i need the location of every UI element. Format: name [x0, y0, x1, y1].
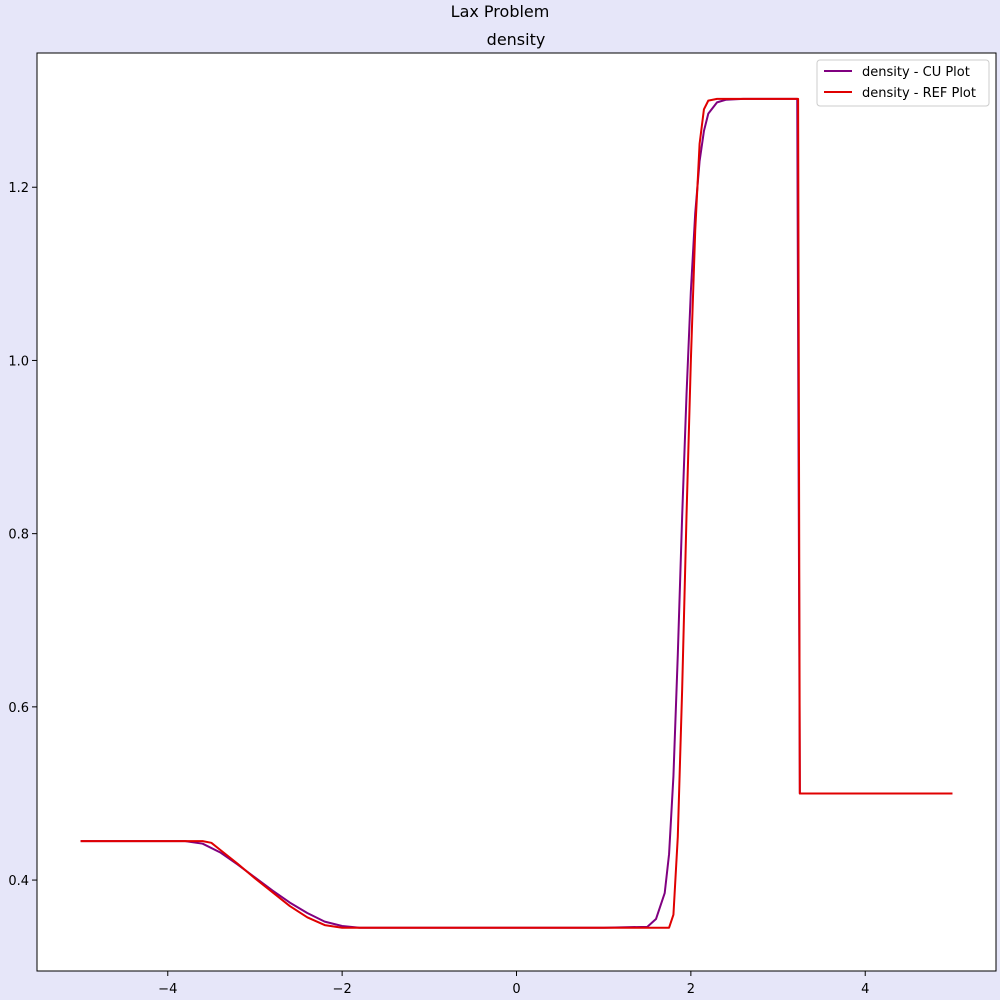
plot-area: [37, 53, 996, 971]
y-tick-label-2: 0.8: [8, 528, 29, 543]
chart-title: density: [487, 30, 546, 49]
x-tick-label-1: −2: [333, 982, 352, 997]
legend-label-ref: density - REF Plot: [862, 86, 976, 101]
x-tick-label-4: 4: [861, 982, 869, 997]
x-tick-label-3: 2: [687, 982, 695, 997]
y-tick-label-4: 1.2: [8, 181, 29, 196]
x-axis: −4 −2 0 2 4: [158, 971, 869, 997]
legend-label-cu: density - CU Plot: [862, 65, 970, 80]
legend: density - CU Plot density - REF Plot: [817, 60, 989, 106]
y-tick-label-1: 0.6: [8, 701, 29, 716]
x-tick-label-2: 0: [512, 982, 520, 997]
y-axis: 0.4 0.6 0.8 1.0 1.2: [8, 181, 37, 889]
y-tick-label-3: 1.0: [8, 354, 29, 369]
x-tick-label-0: −4: [158, 982, 177, 997]
y-tick-label-0: 0.4: [8, 874, 29, 889]
